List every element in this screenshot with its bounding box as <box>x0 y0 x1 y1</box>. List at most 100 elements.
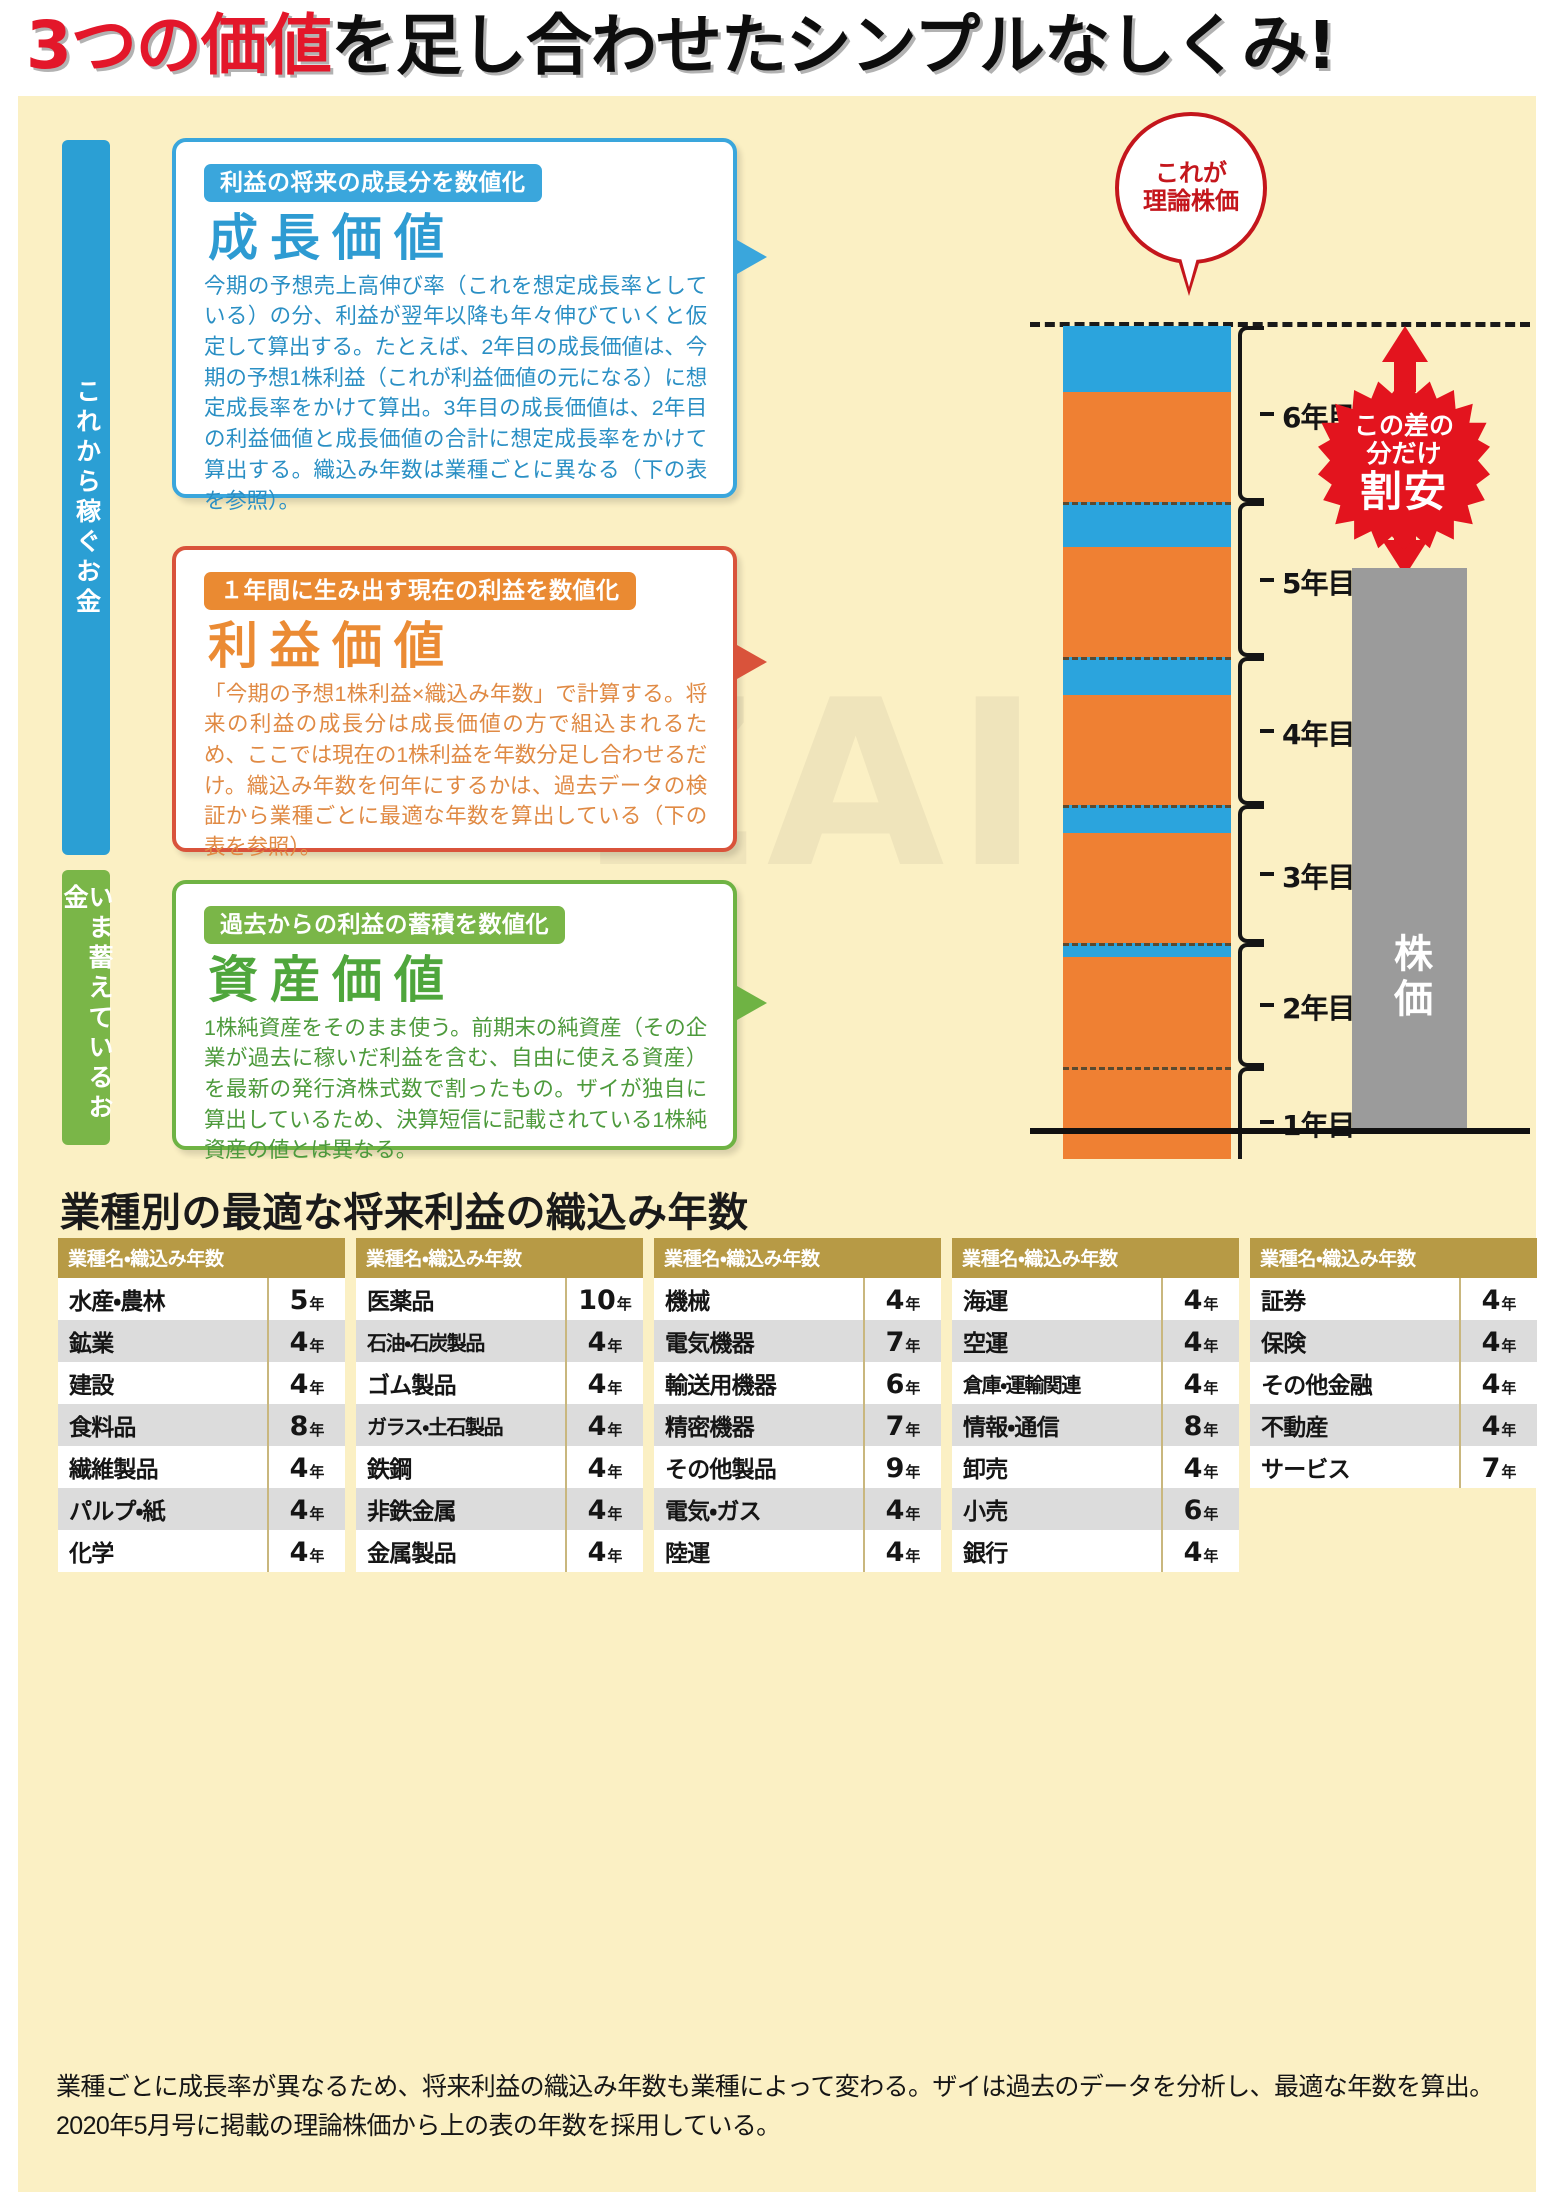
table-row: 鉄鋼 4 年 <box>356 1446 643 1488</box>
table-row: サービス 7 年 <box>1250 1446 1537 1488</box>
segment-growth-4年目 <box>1063 657 1231 695</box>
industry-years: 10 年 <box>565 1278 643 1320</box>
segment-profit-3年目 <box>1063 833 1231 943</box>
year-label-3年目: 3年目 <box>1282 861 1355 894</box>
industry-name: 海運 <box>963 1288 1008 1314</box>
title-black: を足し合わせたシンプルなしくみ! <box>330 7 1337 84</box>
industry-name: 機械 <box>665 1288 710 1314</box>
spine-future-money: これから稼ぐお金 <box>62 140 110 855</box>
industry-name: その他製品 <box>665 1456 777 1482</box>
table-row: 証券 4 年 <box>1250 1278 1537 1320</box>
table-row: 情報・通信 8 年 <box>952 1404 1239 1446</box>
segment-profit-6年目 <box>1063 392 1231 502</box>
segment-profit-2年目 <box>1063 957 1231 1067</box>
year-label-1年目: 1年目 <box>1282 1109 1355 1142</box>
industry-name: 化学 <box>69 1540 114 1566</box>
table-row: 医薬品 10 年 <box>356 1278 643 1320</box>
bracket-nub-2年目 <box>1260 1003 1274 1007</box>
table-row: 石油・石炭製品 4 年 <box>356 1320 643 1362</box>
segment-growth-6年目 <box>1063 326 1231 392</box>
industry-name: 医薬品 <box>367 1288 434 1314</box>
heading-asset: 資産価値 <box>208 951 456 1009</box>
segment-profit-4年目 <box>1063 695 1231 805</box>
industry-name: サービス <box>1261 1456 1351 1482</box>
industry-name: ガラス・土石製品 <box>367 1416 504 1439</box>
badge-asset: 過去からの利益の蓄積を数値化 <box>204 906 565 944</box>
table-row: 精密機器 7 年 <box>654 1404 941 1446</box>
card-growth-value: 利益の将来の成長分を数値化 成長価値 今期の予想売上高伸び率（これを想定成長率と… <box>172 138 737 513</box>
burst-line3: 割安 <box>1359 467 1448 517</box>
badge-growth: 利益の将来の成長分を数値化 <box>204 164 542 202</box>
connector-profit-arrow <box>737 645 767 679</box>
bracket-nub-4年目 <box>1260 729 1274 733</box>
body-growth: 今期の予想売上高伸び率（これを想定成長率としている）の分、利益が翌年以降も年々伸… <box>204 273 707 513</box>
table-row: 銀行 4 年 <box>952 1530 1239 1572</box>
card-asset-value: 過去からの利益の蓄積を数値化 資産価値 1株純資産をそのまま使う。前期末の純資産… <box>172 880 737 1162</box>
table-row: 食料品 8 年 <box>58 1404 345 1446</box>
industry-name: 不動産 <box>1261 1414 1328 1440</box>
table-row: その他製品 9 年 <box>654 1446 941 1488</box>
industry-name: 小売 <box>963 1498 1008 1524</box>
connector-growth-arrow <box>737 240 767 274</box>
bracket-5年目 <box>1238 502 1264 657</box>
table-row: 電気機器 7 年 <box>654 1320 941 1362</box>
table-header: 業種名・織込み年数 <box>952 1238 1239 1278</box>
year-brackets: 6年目 5年目 4年目 3年目 2年目 1年目 <box>1238 326 1368 1177</box>
industry-name: 建設 <box>69 1372 114 1398</box>
table-row: 水産・農林 5 年 <box>58 1278 345 1320</box>
industry-name: 情報・通信 <box>963 1414 1060 1440</box>
bracket-nub-1年目 <box>1260 1120 1274 1124</box>
table-row: 海運 4 年 <box>952 1278 1239 1320</box>
table-row: 空運 4 年 <box>952 1320 1239 1362</box>
chart-baseline <box>1030 1128 1530 1134</box>
industry-name: 倉庫・運輸関連 <box>963 1374 1081 1397</box>
heading-profit: 利益価値 <box>208 617 456 675</box>
industry-table-3: 業種名・織込み年数 機械 4 年電気機器 7 年輸送用機器 6 年精密機器 7 年その他製品 9 年電… <box>654 1238 941 1572</box>
table-row: 繊維製品 4 年 <box>58 1446 345 1488</box>
segment-growth-2年目 <box>1063 943 1231 957</box>
bracket-nub-6年目 <box>1260 412 1274 416</box>
burst-line1: この差の <box>1353 412 1454 441</box>
card-profit-value: １年間に生み出す現在の利益を数値化 利益価値 「今期の予想1株利益×織込み年数」… <box>172 546 737 859</box>
industry-name: 非鉄金属 <box>367 1498 457 1524</box>
industry-name: 食料品 <box>69 1414 136 1440</box>
industry-name: 電気機器 <box>665 1330 755 1356</box>
industry-name: 電気・ガス <box>665 1498 762 1524</box>
callout-line1: これが <box>1155 159 1227 187</box>
industry-name: 空運 <box>963 1330 1008 1356</box>
industry-table-5: 業種名・織込み年数 証券 4 年保険 4 年その他金融 4 年不動産 4 年サービス 7 年 <box>1250 1238 1537 1572</box>
segment-profit-5年目 <box>1063 547 1231 657</box>
bracket-nub-3年目 <box>1260 872 1274 876</box>
table-row: その他金融 4 年 <box>1250 1362 1537 1404</box>
industry-years-tables: 業種名・織込み年数 水産・農林 5 年鉱業 4 年建設 4 年食料品 8 年繊維製品 4 年パルプ・紙… <box>58 1238 1537 1572</box>
table-section-title: 業種別の最適な将来利益の織込み年数 <box>60 1190 749 1236</box>
table-row: ゴム製品 4 年 <box>356 1362 643 1404</box>
segment-growth-3年目 <box>1063 805 1231 833</box>
spine-current-money: いま蓄えているお金 <box>60 870 113 1145</box>
industry-name: 鉄鋼 <box>367 1456 412 1482</box>
market-price-bar: 株価 <box>1352 568 1467 1128</box>
industry-name: 水産・農林 <box>69 1288 166 1314</box>
industry-name: 保険 <box>1261 1330 1306 1356</box>
connector-asset-arrow <box>737 986 767 1020</box>
theoretical-price-line <box>1030 322 1530 327</box>
title-red: 3つの価値 <box>26 7 332 84</box>
